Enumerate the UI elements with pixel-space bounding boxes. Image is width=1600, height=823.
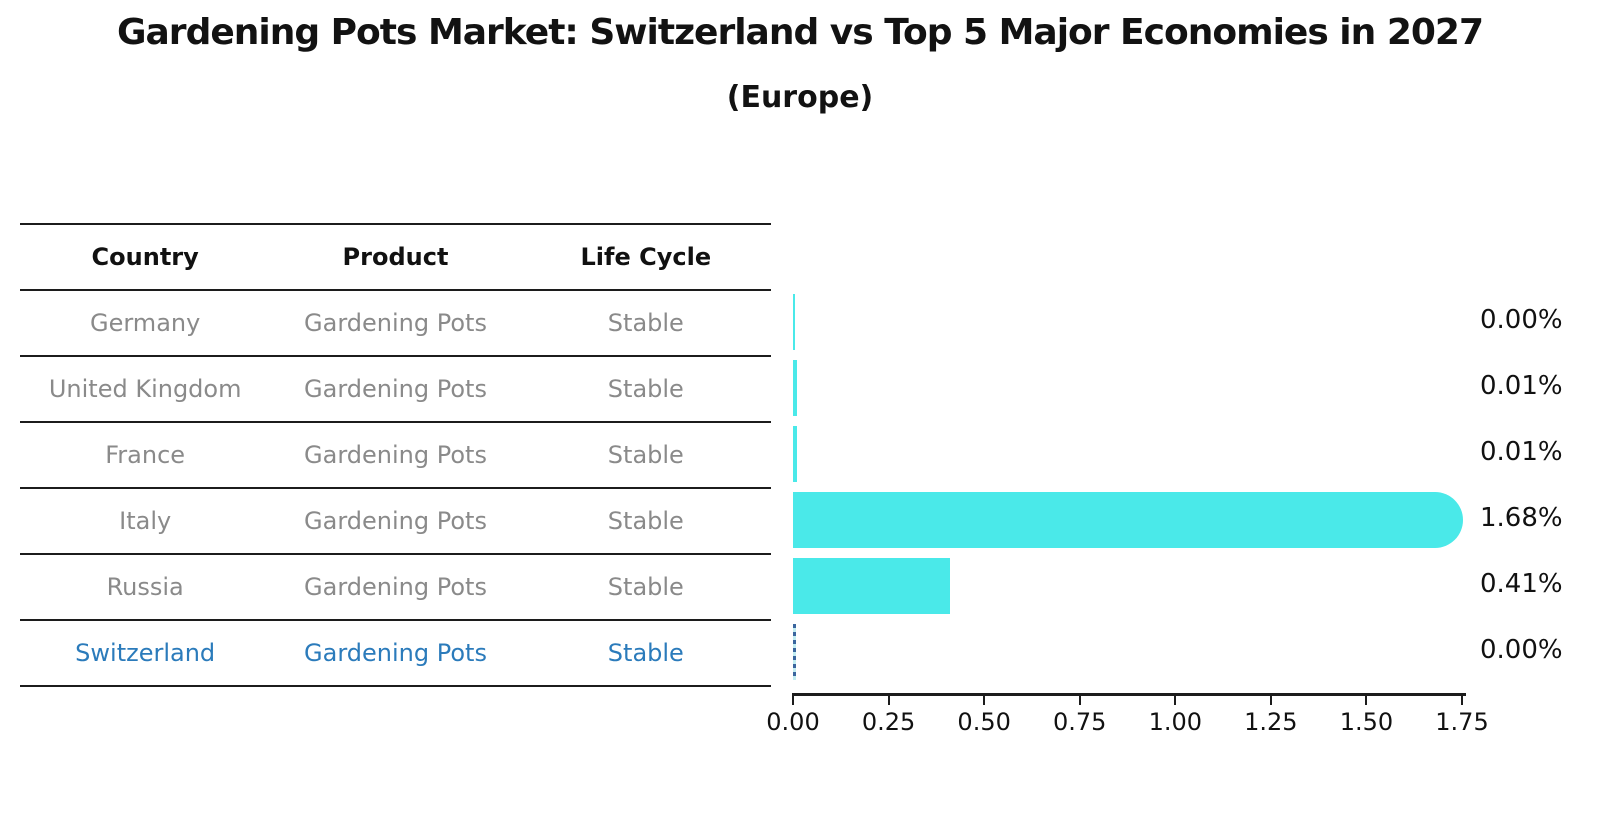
x-axis-line (792, 693, 1466, 696)
russia-product-cell: Gardening Pots (304, 573, 487, 601)
x-tick-0.50 (983, 696, 986, 705)
italy-life-cycle-cell: Stable (607, 507, 684, 535)
table-row-united-kingdom: United Kingdom Gardening Pots Stable (20, 357, 771, 423)
x-tick-label-0.75: 0.75 (1052, 708, 1107, 736)
germany-product-cell: Gardening Pots (304, 309, 487, 337)
table-row-france: France Gardening Pots Stable (20, 423, 771, 489)
germany-life-cycle-cell: Stable (607, 309, 684, 337)
value-label-france: 0.01% (1480, 437, 1563, 467)
italy-country-cell: Italy (119, 507, 172, 535)
x-tick-label-1.00: 1.00 (1148, 708, 1202, 736)
table-row-italy: Italy Gardening Pots Stable (20, 489, 771, 555)
united-kingdom-country-cell: United Kingdom (48, 375, 242, 403)
x-tick-0.00 (792, 696, 794, 705)
chart-subtitle: (Europe) (726, 80, 874, 115)
country-comparison-table: Country Product Life Cycle Germany Gardenin… (20, 223, 771, 687)
france-life-cycle-cell: Stable (607, 441, 684, 469)
france-product-cell: Gardening Pots (304, 441, 487, 469)
x-tick-0.25 (887, 696, 890, 705)
x-tick-label-0.00: 0.00 (766, 708, 820, 736)
table-row-russia: Russia Gardening Pots Stable (20, 555, 771, 621)
bar-italy (793, 492, 1464, 548)
x-tick-1.00 (1174, 696, 1177, 705)
value-label-united-kingdom: 0.01% (1480, 371, 1563, 401)
x-tick-label-0.50: 0.50 (957, 708, 1011, 736)
united-kingdom-life-cycle-cell: Stable (607, 375, 684, 403)
bar-france (793, 426, 797, 482)
switzerland-product-cell: Gardening Pots (304, 639, 487, 667)
value-label-italy: 1.68% (1480, 503, 1563, 533)
germany-country-cell: Germany (90, 309, 201, 337)
table-row-switzerland: Switzerland Gardening Pots Stable (20, 621, 771, 687)
x-tick-0.75 (1078, 696, 1081, 705)
france-country-cell: France (105, 441, 186, 469)
bar-united-kingdom (793, 360, 797, 416)
value-label-switzerland: 0.00% (1480, 635, 1563, 665)
italy-product-cell: Gardening Pots (304, 507, 487, 535)
x-tick-label-1.25: 1.25 (1244, 708, 1298, 736)
table-body: Germany Gardening Pots Stable United Kingdo… (20, 291, 771, 687)
x-tick-label-0.25: 0.25 (861, 708, 916, 736)
column-header-life-cycle: Life Cycle (580, 243, 712, 271)
russia-life-cycle-cell: Stable (607, 573, 684, 601)
x-tick-label-1.50: 1.50 (1339, 708, 1394, 736)
x-tick-1.50 (1365, 696, 1368, 705)
switzerland-life-cycle-cell: Stable (607, 639, 684, 667)
x-tick-label-1.75: 1.75 (1435, 708, 1489, 736)
value-label-russia: 0.41% (1480, 569, 1563, 599)
united-kingdom-product-cell: Gardening Pots (304, 375, 487, 403)
bar-switzerland (793, 624, 796, 680)
table-header-row: Country Product Life Cycle (20, 225, 771, 291)
column-header-product: Product (342, 243, 449, 271)
russia-country-cell: Russia (106, 573, 184, 601)
column-header-country: Country (91, 243, 199, 271)
bar-germany (793, 294, 795, 350)
switzerland-country-cell: Switzerland (75, 639, 216, 667)
x-tick-1.75 (1461, 696, 1463, 705)
table-row-germany: Germany Gardening Pots Stable (20, 291, 771, 357)
x-tick-1.25 (1269, 696, 1272, 705)
value-label-germany: 0.00% (1480, 305, 1563, 335)
bar-russia (793, 558, 950, 614)
chart-title: Gardening Pots Market: Switzerland vs To… (116, 12, 1484, 53)
